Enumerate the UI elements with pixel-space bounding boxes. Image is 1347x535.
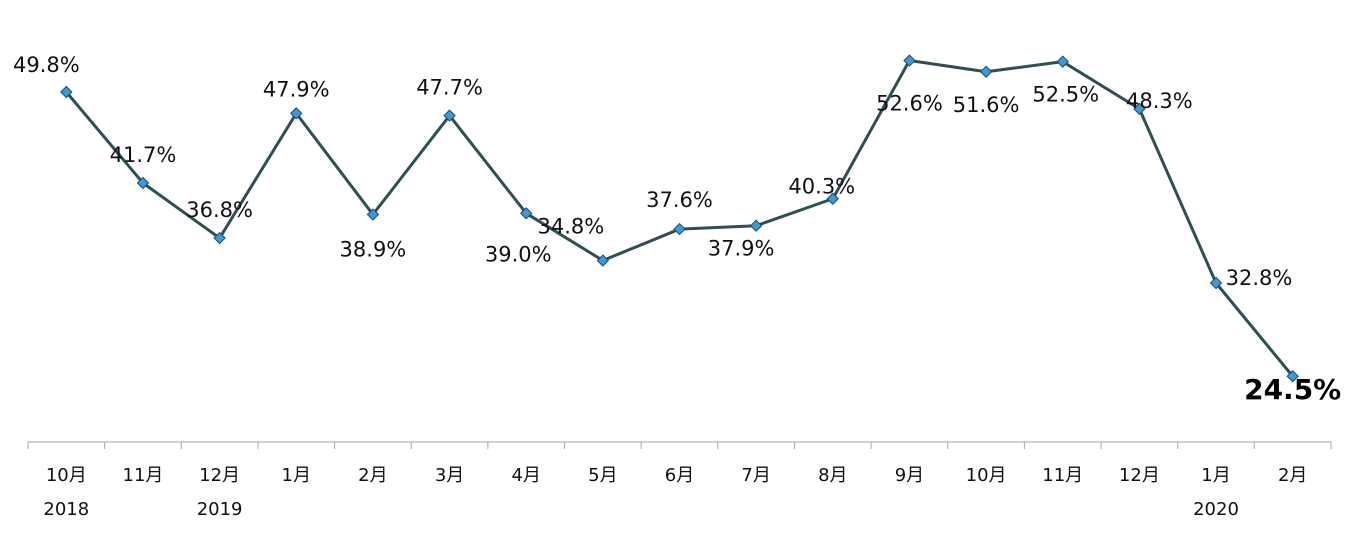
data-label: 39.0% bbox=[485, 242, 552, 266]
x-tick-label: 11月 bbox=[123, 465, 164, 486]
x-tick-label: 6月 bbox=[665, 465, 694, 486]
data-label-highlight: 24.5% bbox=[1244, 373, 1341, 406]
data-point-marker bbox=[979, 65, 993, 78]
data-label: 37.9% bbox=[708, 237, 775, 261]
data-point-marker bbox=[213, 231, 226, 245]
data-label: 38.9% bbox=[340, 237, 407, 261]
x-tick-label: 10月 bbox=[46, 465, 87, 486]
data-point-marker bbox=[443, 109, 456, 122]
x-tick-label: 7月 bbox=[741, 465, 770, 486]
data-label: 49.8% bbox=[13, 53, 80, 77]
data-point-marker bbox=[366, 208, 380, 221]
data-label-layer: 49.8% 41.7% 36.8% 47.9% 38.9% 47.7% 39.0% 34.8%… bbox=[13, 53, 1341, 406]
data-point-marker bbox=[749, 219, 763, 232]
x-year-label: 2020 bbox=[1193, 499, 1239, 520]
data-label: 37.6% bbox=[646, 188, 713, 212]
data-label: 41.7% bbox=[110, 143, 177, 167]
data-point-marker bbox=[673, 222, 686, 236]
x-tick-label: 4月 bbox=[511, 465, 540, 486]
data-point-marker bbox=[903, 54, 916, 67]
data-point-marker bbox=[1056, 55, 1069, 68]
data-label: 47.9% bbox=[263, 77, 330, 101]
x-axis bbox=[27, 441, 1332, 449]
x-year-label: 2018 bbox=[43, 499, 89, 520]
x-tick-label: 3月 bbox=[435, 465, 464, 486]
data-label: 32.8% bbox=[1226, 266, 1293, 290]
data-label: 40.3% bbox=[788, 175, 855, 199]
data-point-marker bbox=[290, 107, 303, 120]
marker-layer bbox=[60, 54, 1299, 383]
x-tick-label: 9月 bbox=[895, 465, 924, 486]
tick-label-layer: 10月 11月 12月 1月 2月 3月 4月 5月 6月 7月 8月 9月 10月 11月 12月 1月 2月… bbox=[43, 465, 1307, 520]
data-label: 52.5% bbox=[1032, 83, 1099, 107]
data-point-marker bbox=[519, 207, 533, 220]
data-label: 36.8% bbox=[186, 198, 253, 222]
x-tick-label: 11月 bbox=[1042, 465, 1083, 486]
data-label: 47.7% bbox=[416, 76, 483, 100]
data-label: 51.6% bbox=[953, 93, 1020, 117]
x-tick-label: 2月 bbox=[1278, 465, 1307, 486]
data-point-marker bbox=[826, 192, 840, 205]
x-tick-label: 12月 bbox=[1119, 465, 1160, 486]
x-tick-label: 10月 bbox=[966, 465, 1007, 486]
x-tick-label: 8月 bbox=[818, 465, 847, 486]
x-tick-label: 1月 bbox=[1201, 465, 1230, 486]
x-year-label: 2019 bbox=[197, 499, 243, 520]
x-tick-label: 1月 bbox=[282, 465, 311, 486]
data-point-marker bbox=[1133, 102, 1146, 116]
data-point-marker bbox=[60, 85, 73, 99]
data-label: 52.6% bbox=[876, 92, 943, 116]
data-label: 48.3% bbox=[1126, 89, 1193, 113]
data-label: 34.8% bbox=[537, 215, 604, 239]
data-point-marker bbox=[596, 254, 610, 267]
data-point-marker bbox=[1209, 276, 1223, 290]
x-tick-label: 2月 bbox=[358, 465, 387, 486]
x-tick-label: 5月 bbox=[588, 465, 617, 486]
data-point-marker bbox=[136, 176, 150, 190]
data-point-marker bbox=[1286, 370, 1299, 383]
x-tick-label: 12月 bbox=[199, 465, 240, 486]
